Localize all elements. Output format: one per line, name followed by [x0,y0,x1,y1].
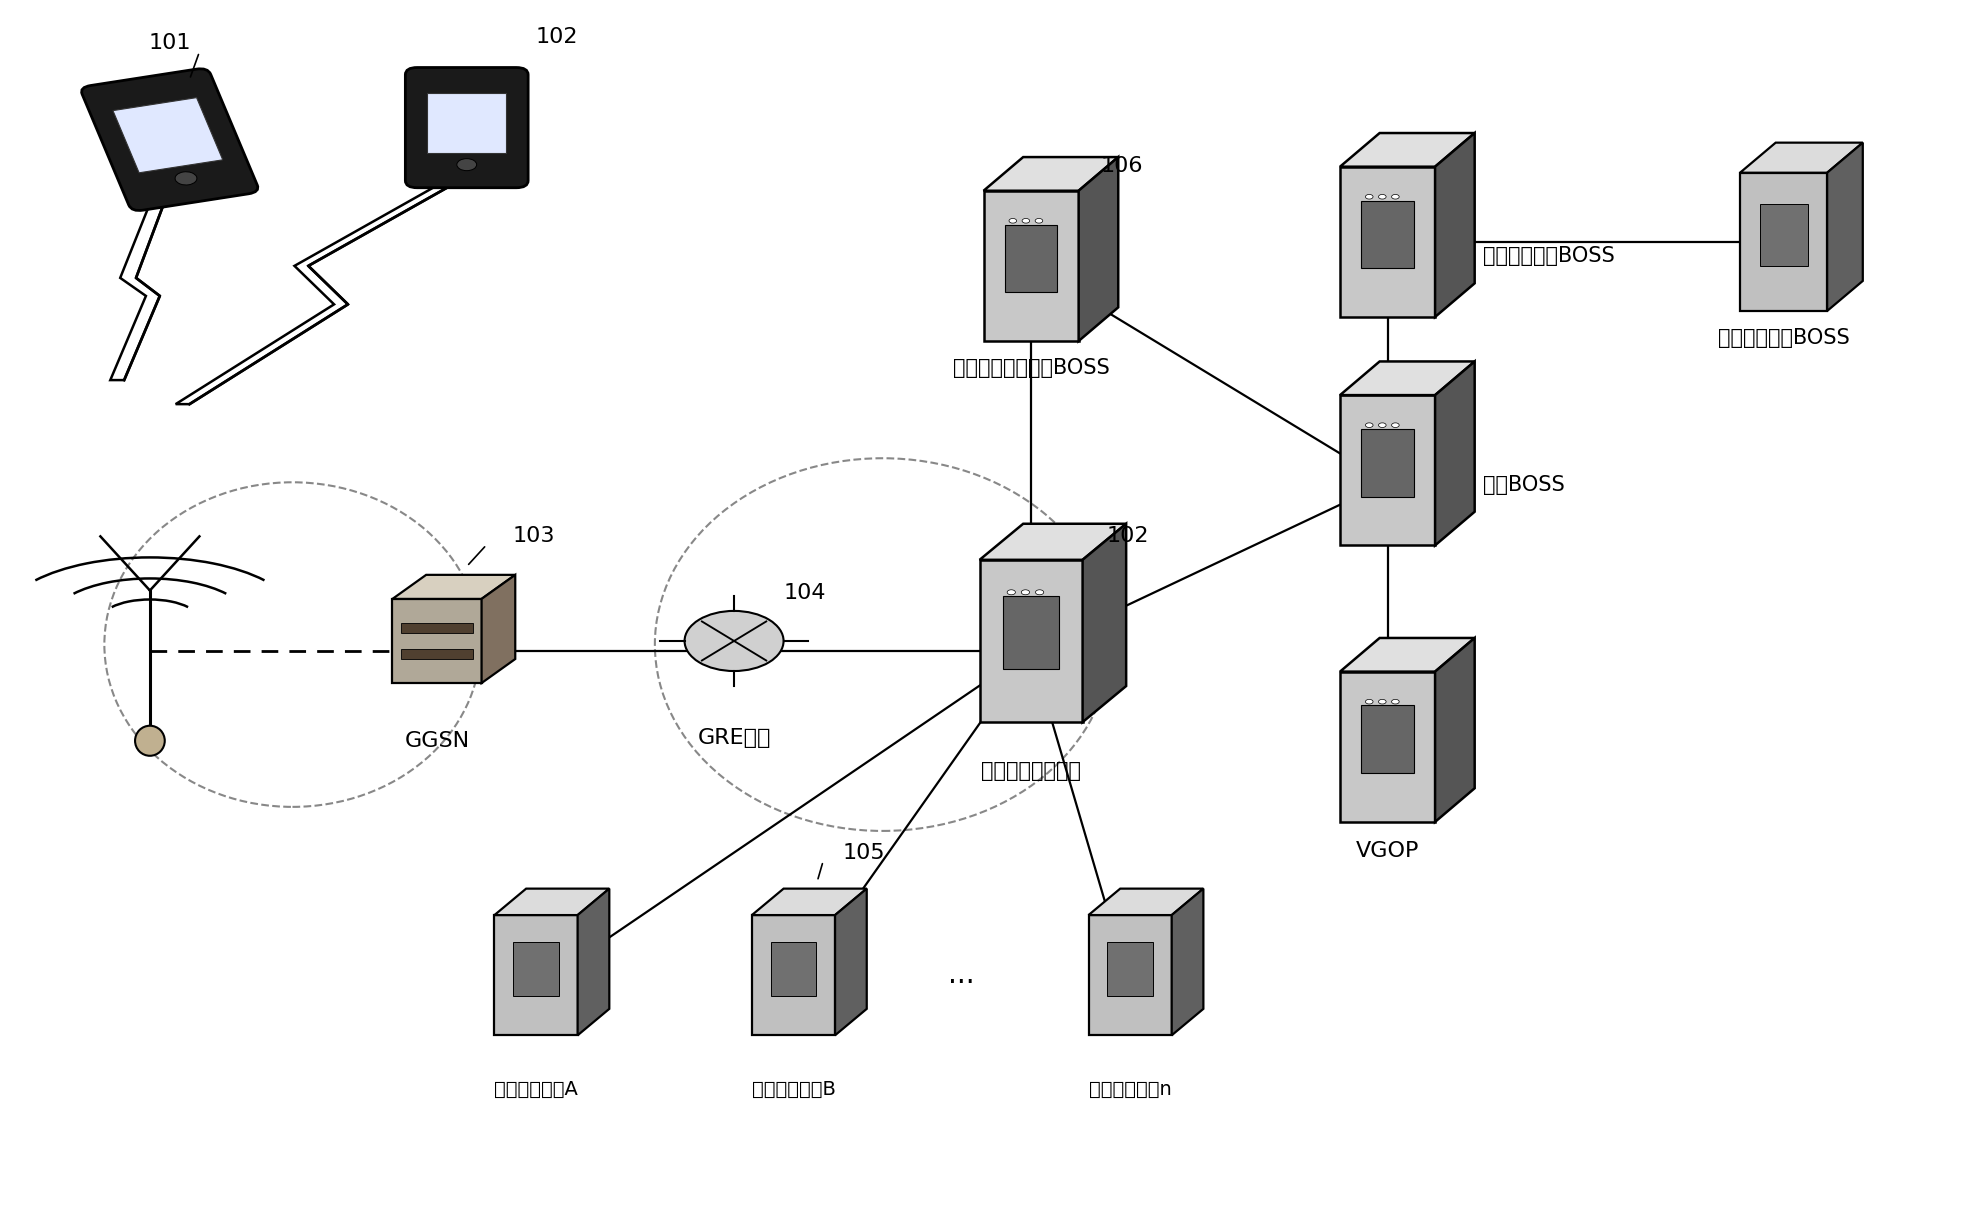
Circle shape [1377,699,1385,704]
Text: GRE实体: GRE实体 [698,728,771,748]
Polygon shape [1005,224,1056,292]
Polygon shape [392,575,515,599]
Circle shape [1377,423,1385,428]
Text: ...: ... [947,962,975,989]
Text: 增值业务平台n: 增值业务平台n [1088,1080,1171,1099]
Text: 102: 102 [535,28,579,47]
Polygon shape [1435,637,1475,822]
Circle shape [1377,194,1385,199]
Polygon shape [1082,524,1126,722]
Polygon shape [400,623,472,634]
Polygon shape [1106,942,1152,997]
Polygon shape [1078,157,1118,341]
Circle shape [174,172,196,186]
Polygon shape [494,888,608,915]
Text: VGOP: VGOP [1356,841,1419,862]
Circle shape [1391,194,1399,199]
Circle shape [1007,589,1015,595]
Text: 付费绑定管理平台: 付费绑定管理平台 [981,760,1080,781]
Polygon shape [1362,705,1413,774]
Polygon shape [1340,166,1435,317]
Circle shape [1009,218,1017,223]
Text: GGSN: GGSN [404,730,470,751]
Polygon shape [392,599,482,683]
Circle shape [1366,423,1372,428]
Text: 增值业务平台B: 增值业务平台B [751,1080,834,1099]
Polygon shape [176,188,446,404]
FancyBboxPatch shape [404,67,527,188]
Text: 增值业务平台A: 增值业务平台A [494,1080,577,1099]
Text: 一级BOSS: 一级BOSS [1483,475,1564,495]
Circle shape [1021,218,1029,223]
Text: 101: 101 [149,34,190,53]
Text: 102: 102 [1106,527,1148,546]
Text: 105: 105 [842,842,886,863]
Text: 106: 106 [1100,157,1142,176]
Polygon shape [771,942,817,997]
Polygon shape [751,915,834,1035]
FancyBboxPatch shape [113,98,222,172]
Polygon shape [400,648,472,659]
Text: 移动终端归属BOSS: 移动终端归属BOSS [1716,328,1849,348]
Polygon shape [1088,915,1171,1035]
Polygon shape [1825,142,1861,311]
Polygon shape [1340,395,1435,546]
Polygon shape [983,157,1118,190]
Text: 103: 103 [511,527,555,546]
Polygon shape [983,190,1078,341]
Text: 104: 104 [783,583,826,602]
Circle shape [1366,194,1372,199]
Polygon shape [1758,204,1808,266]
Circle shape [456,159,476,171]
Polygon shape [1362,429,1413,496]
Circle shape [1021,589,1029,595]
Ellipse shape [135,725,165,756]
Circle shape [1035,589,1043,595]
Circle shape [684,611,783,671]
Polygon shape [1340,637,1475,671]
Polygon shape [1171,888,1203,1035]
Polygon shape [1362,200,1413,269]
Polygon shape [494,915,577,1035]
Circle shape [1391,699,1399,704]
FancyBboxPatch shape [426,94,505,153]
Polygon shape [1340,133,1475,166]
Circle shape [1035,218,1043,223]
Circle shape [1366,699,1372,704]
Polygon shape [979,560,1082,722]
Polygon shape [1738,172,1825,311]
Text: 移动终端归属BOSS: 移动终端归属BOSS [1483,246,1613,266]
Polygon shape [513,942,559,997]
Polygon shape [834,888,866,1035]
Polygon shape [1738,142,1861,172]
Polygon shape [111,199,166,380]
Polygon shape [1088,888,1203,915]
Polygon shape [482,575,515,683]
Polygon shape [1435,133,1475,317]
Polygon shape [1340,362,1475,395]
FancyBboxPatch shape [81,69,258,211]
Circle shape [1391,423,1399,428]
Polygon shape [1340,671,1435,822]
Polygon shape [1435,362,1475,546]
Polygon shape [577,888,608,1035]
Polygon shape [979,524,1126,560]
Text: 移动专用终端归属BOSS: 移动专用终端归属BOSS [951,358,1108,378]
Polygon shape [751,888,866,915]
Polygon shape [1003,596,1058,669]
